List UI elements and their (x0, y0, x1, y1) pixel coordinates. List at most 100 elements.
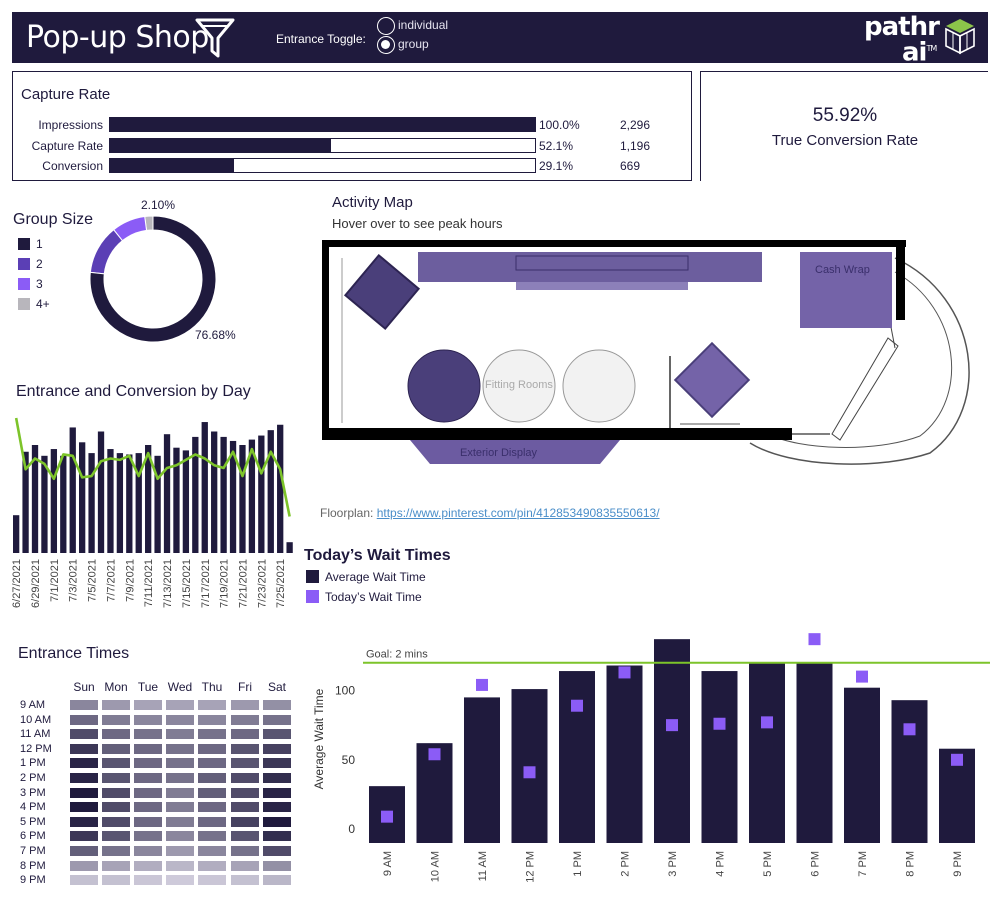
heatmap-cell[interactable] (102, 700, 130, 710)
heatmap-cell[interactable] (263, 743, 291, 754)
heatmap-cell[interactable] (134, 714, 162, 725)
average-wait-bar[interactable] (701, 671, 738, 843)
day-bar[interactable] (41, 455, 48, 553)
radio-group[interactable] (377, 36, 395, 54)
heatmap-cell[interactable] (166, 773, 194, 783)
heatmap-cell[interactable] (70, 714, 98, 725)
entrance-conversion-chart[interactable]: 6/27/2021 6/29/2021 7/1/2021 7/3/2021 7/5/20… (10, 410, 300, 630)
heatmap-cell[interactable] (198, 743, 226, 754)
heatmap-cell[interactable] (198, 700, 226, 710)
donut-slice-3[interactable] (112, 215, 148, 242)
average-wait-bar[interactable] (844, 687, 880, 843)
heatmap-cell[interactable] (134, 729, 162, 740)
heatmap-cell[interactable] (70, 802, 98, 813)
todays-wait-marker[interactable] (381, 810, 393, 823)
heatmap-cell[interactable] (231, 743, 259, 754)
day-bar[interactable] (154, 455, 161, 553)
heatmap-cell[interactable] (198, 758, 226, 769)
heatmap-cell[interactable] (263, 787, 291, 798)
heatmap-cell[interactable] (134, 816, 162, 827)
day-bar[interactable] (182, 450, 190, 553)
radio-individual-label[interactable]: individual (398, 18, 449, 32)
todays-wait-marker[interactable] (761, 716, 773, 729)
heatmap-cell[interactable] (198, 787, 226, 798)
heatmap-cell[interactable] (70, 758, 98, 769)
average-wait-bar[interactable] (511, 689, 548, 843)
heatmap-cell[interactable] (198, 875, 226, 886)
heatmap-cell[interactable] (231, 875, 259, 886)
day-bar[interactable] (135, 453, 142, 553)
day-bar[interactable] (126, 454, 133, 553)
heatmap-cell[interactable] (102, 787, 130, 798)
heatmap-cell[interactable] (231, 758, 259, 769)
entrance-times-heatmap[interactable]: Sun Mon Tue Wed Thu Fri Sat 9 AM 10 AM 11 AM 12 PM… (0, 0, 300, 900)
day-bar[interactable] (229, 440, 237, 553)
heatmap-cell[interactable] (263, 700, 291, 710)
average-wait-bar[interactable] (796, 662, 833, 843)
day-bar[interactable] (173, 447, 180, 553)
heatmap-cell[interactable] (70, 875, 98, 886)
heatmap-cell[interactable] (70, 773, 98, 783)
day-bar[interactable] (192, 436, 199, 553)
heatmap-cell[interactable] (70, 816, 98, 827)
donut-slice-1[interactable] (89, 215, 217, 343)
group-size-donut-chart[interactable]: 2.10% 76.68% (80, 200, 250, 350)
heatmap-cell[interactable] (134, 831, 162, 842)
heatmap-cell[interactable] (198, 846, 226, 856)
heatmap-cell[interactable] (166, 743, 194, 754)
day-bar[interactable] (50, 449, 58, 553)
todays-wait-marker[interactable] (951, 753, 963, 766)
heatmap-cell[interactable] (198, 714, 226, 725)
todays-wait-marker[interactable] (903, 723, 916, 736)
floorplan-link[interactable]: https://www.pinterest.com/pin/4128534908… (376, 506, 660, 520)
day-bar[interactable] (163, 434, 171, 553)
heatmap-cell[interactable] (134, 773, 162, 783)
day-bar[interactable] (201, 422, 208, 553)
todays-wait-marker[interactable] (523, 766, 536, 779)
day-bar[interactable] (22, 451, 29, 553)
wait-times-chart[interactable]: Average Wait Time 0 50 100 Goal: 2 mins 9 AM 1… (305, 625, 995, 895)
todays-wait-marker[interactable] (808, 633, 821, 646)
average-wait-bar[interactable] (559, 671, 595, 843)
day-bar[interactable] (145, 445, 152, 553)
average-wait-bar[interactable] (654, 639, 690, 843)
heatmap-cell[interactable] (70, 846, 98, 856)
heatmap-cell[interactable] (102, 743, 130, 754)
heatmap-cell[interactable] (166, 816, 194, 827)
donut-slice-2[interactable] (89, 229, 124, 275)
day-bar[interactable] (97, 431, 105, 554)
heatmap-cell[interactable] (166, 875, 194, 886)
heatmap-cell[interactable] (263, 860, 291, 871)
day-bar[interactable] (258, 435, 265, 553)
heatmap-cell[interactable] (263, 875, 291, 886)
todays-wait-marker[interactable] (618, 666, 631, 679)
heatmap-cell[interactable] (134, 758, 162, 769)
day-bar[interactable] (211, 431, 218, 554)
heatmap-cell[interactable] (166, 758, 194, 769)
heatmap-cell[interactable] (166, 714, 194, 725)
day-bar[interactable] (286, 542, 293, 553)
day-bar[interactable] (248, 439, 256, 553)
heatmap-cell[interactable] (70, 743, 98, 754)
heatmap-cell[interactable] (134, 743, 162, 754)
day-bar[interactable] (13, 515, 20, 553)
heatmap-cell[interactable] (231, 860, 259, 871)
heatmap-cell[interactable] (263, 714, 291, 725)
heatmap-cell[interactable] (231, 729, 259, 740)
day-bar[interactable] (69, 427, 76, 553)
heatmap-cell[interactable] (198, 802, 226, 813)
todays-wait-marker[interactable] (666, 719, 678, 732)
day-bar[interactable] (88, 453, 95, 553)
day-bar[interactable] (107, 449, 114, 553)
day-bar[interactable] (267, 430, 274, 553)
heatmap-cell[interactable] (231, 831, 259, 842)
heatmap-cell[interactable] (134, 700, 162, 710)
day-bar[interactable] (116, 453, 124, 553)
heatmap-cell[interactable] (263, 831, 291, 842)
heatmap-cell[interactable] (102, 875, 130, 886)
average-wait-bar[interactable] (749, 662, 785, 843)
day-bar[interactable] (239, 445, 246, 553)
heatmap-cell[interactable] (263, 758, 291, 769)
heatmap-cell[interactable] (198, 729, 226, 740)
heatmap-cell[interactable] (134, 860, 162, 871)
